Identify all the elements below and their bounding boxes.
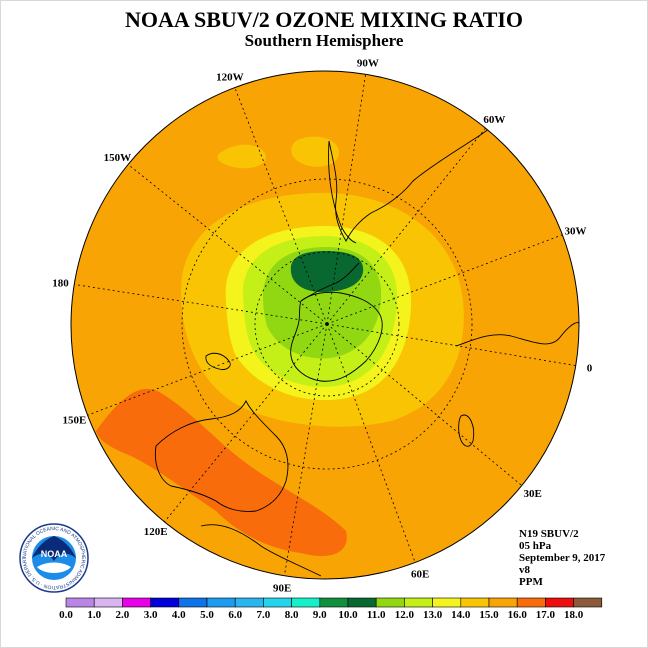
longitude-label: 60E [411,569,429,581]
longitude-label: 150W [104,152,132,164]
color-bar-box [347,597,377,608]
color-bar-tick-label: 2.0 [116,609,130,621]
metadata-panel: N19 SBUV/2 05 hPa September 9, 2017 v8 P… [519,528,605,588]
longitude-label: 90W [357,57,379,69]
coastlines [154,110,579,577]
color-bar-box [93,597,123,608]
color-bar-box [291,597,321,608]
color-bar-tick-label: 0.0 [59,609,73,621]
coastline-south-america-west [328,140,357,244]
longitude-label: 60W [483,114,505,126]
ozone-region-13-14-north [291,136,340,167]
color-bar-box [516,597,546,608]
color-bar-tick-label: 13.0 [423,609,443,621]
page-subtitle: Southern Hemisphere [244,31,404,50]
noaa-logo: NATIONAL OCEANIC AND ATMOSPHERIC ADMINIS… [17,519,89,598]
meridian-line [326,74,367,325]
meridian-line [234,87,328,325]
meridian-line [326,127,486,325]
longitude-label: 90E [273,583,291,595]
map-boundary [70,70,580,580]
color-bar-box [234,597,264,608]
longitude-labels: 90W 60W 30W 0 30E 60E 90E 120E 150E 180 150W 120W [52,57,593,594]
page-title: NOAA SBUV/2 OZONE MIXING RATIO [124,7,524,32]
longitude-label: 120E [144,526,168,538]
ozone-field [71,71,579,579]
color-bar-box [206,597,236,608]
color-bar-box [150,597,180,608]
date-label: September 9, 2017 [519,552,606,564]
longitude-label: 30W [565,226,587,238]
color-bar-tick-label: 6.0 [228,609,242,621]
meridian-line [326,323,576,367]
color-bar-box [319,597,349,608]
ozone-region-9-10-maximum [290,251,364,293]
color-bar-tick-label: 5.0 [200,609,214,621]
color-bar-box [404,597,433,608]
color-bar-tick-label: 17.0 [536,609,556,621]
coastline-asia-islands [200,524,322,577]
coastline-africa [455,322,579,347]
coastline-antarctica [290,291,383,382]
color-bar-tick-label: 12.0 [395,609,415,621]
map-graticule [74,74,576,576]
ozone-region-15-16 [96,388,347,557]
latitude-circle [181,178,473,470]
color-bar-tick-label: 15.0 [479,609,499,621]
color-bar-box [178,597,208,608]
longitude-label: 0 [587,363,593,375]
coastline-madagascar [458,414,475,447]
coastline-antarctic-peninsula [300,262,360,302]
longitude-label: 180 [52,277,69,289]
color-bar-box [375,597,405,608]
color-bar-box [432,597,462,608]
color-bar-tick-label: 3.0 [144,609,158,621]
color-bar-tick-label: 18.0 [564,609,584,621]
coastline-new-zealand [205,352,231,370]
satellite-label: N19 SBUV/2 [519,528,579,540]
meridian-line [326,323,416,563]
units-label: PPM [519,576,543,588]
color-bar-tick-label: 7.0 [257,609,271,621]
color-bar-tick-label: 1.0 [87,609,101,621]
color-bar-box [65,597,95,608]
longitude-label: 120W [216,71,244,83]
color-bar-tick-label: 4.0 [172,609,186,621]
pressure-level-label: 05 hPa [519,540,552,552]
meridian-line [326,323,523,486]
color-bar-box [573,597,603,608]
color-bar-box [263,597,292,608]
color-bar-box [460,597,490,608]
color-bar-box [488,597,518,608]
version-label: v8 [519,564,530,576]
color-bar-box [545,597,574,608]
color-bar-tick-label: 8.0 [285,609,299,621]
ozone-region-13-14-west [217,144,267,169]
color-bar-tick-label: 14.0 [451,609,471,621]
color-bar-tick-label: 11.0 [367,609,386,621]
latitude-circle [254,251,400,397]
color-bar-tick-label: 9.0 [313,609,327,621]
longitude-label: 150E [63,414,87,426]
coastline-south-america [328,110,507,242]
noaa-logo-text: NOAA [41,549,68,559]
color-bar-box [122,597,151,608]
color-bar-tick-label: 10.0 [338,609,358,621]
longitude-label: 30E [524,488,542,500]
coastline-australia [154,399,289,512]
color-bar-tick-label: 16.0 [508,609,528,621]
meridian-line [326,234,563,325]
